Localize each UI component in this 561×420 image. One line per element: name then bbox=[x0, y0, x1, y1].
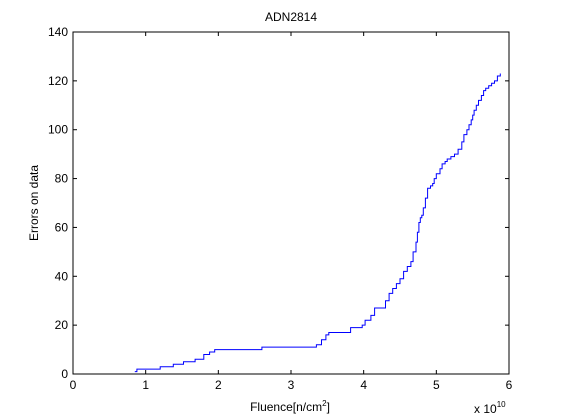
x-axis-label: Fluence[n/cm2] bbox=[250, 399, 330, 414]
x-tick-label: 6 bbox=[506, 378, 513, 392]
x-tick-label: 4 bbox=[360, 378, 367, 392]
x-tick-labels: 0 1 2 3 4 5 6 bbox=[70, 378, 513, 392]
axis-ticks bbox=[72, 31, 510, 375]
chart-title: ADN2814 bbox=[265, 10, 317, 24]
x-exponent-power: 10 bbox=[497, 400, 506, 409]
x-axis-label-text: Fluence[n/cm bbox=[250, 400, 322, 414]
x-axis-label-superscript: 2 bbox=[322, 399, 327, 408]
x-axis-label-close: ] bbox=[327, 400, 330, 414]
y-tick-label: 100 bbox=[48, 123, 68, 137]
x-tick-label: 3 bbox=[288, 378, 295, 392]
x-tick-label: 1 bbox=[142, 378, 149, 392]
x-tick-label: 5 bbox=[433, 378, 440, 392]
y-tick-label: 60 bbox=[55, 220, 69, 234]
y-tick-labels: 0 20 40 60 80 100 120 140 bbox=[48, 25, 68, 381]
y-tick-label: 0 bbox=[61, 367, 68, 381]
x-exponent-label: x 1010 bbox=[474, 400, 506, 416]
y-tick-label: 80 bbox=[55, 172, 69, 186]
x-tick-label: 0 bbox=[70, 378, 77, 392]
x-exponent-base: x 10 bbox=[474, 402, 497, 416]
y-tick-label: 40 bbox=[55, 269, 69, 283]
y-axis-label: Errors on data bbox=[27, 165, 41, 241]
y-tick-label: 20 bbox=[55, 318, 69, 332]
x-tick-label: 2 bbox=[215, 378, 222, 392]
y-tick-label: 140 bbox=[48, 25, 68, 39]
y-tick-label: 120 bbox=[48, 74, 68, 88]
series-line bbox=[134, 73, 501, 373]
plot-area bbox=[72, 31, 510, 375]
